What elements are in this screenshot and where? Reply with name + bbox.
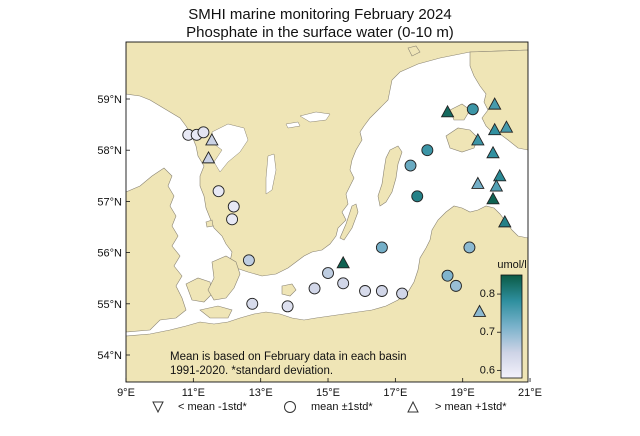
land-zealand xyxy=(207,255,241,301)
station-circle xyxy=(337,277,350,290)
lat-label: 57°N xyxy=(97,196,122,208)
land-bornholm xyxy=(281,283,297,297)
colorbar-title: umol/l xyxy=(497,259,526,271)
colorbar-tick-label: 0.7 xyxy=(480,326,495,338)
lake-vanern xyxy=(211,123,249,173)
land-hiiumaa xyxy=(449,103,471,121)
land-lolland xyxy=(199,305,233,319)
legend-within-label: mean ±1std* xyxy=(311,401,373,413)
station-triangle xyxy=(489,179,504,192)
lon-label: 13°E xyxy=(249,387,273,399)
map-title: SMHI marine monitoring February 2024 xyxy=(188,6,452,23)
map-note: Mean is based on February data in each b… xyxy=(170,350,407,378)
note-line-1: Mean is based on February data in each b… xyxy=(170,351,407,363)
legend-triangle-up-icon xyxy=(407,400,419,413)
station-triangle xyxy=(486,145,500,159)
station-triangle xyxy=(471,133,485,146)
station-circle xyxy=(322,267,334,280)
station-circle xyxy=(404,159,417,172)
station-circle xyxy=(466,103,479,116)
station-circle xyxy=(421,144,434,157)
station-circle xyxy=(375,241,388,254)
colorbar: umol/l 0.8 0.7 0.6 xyxy=(480,259,527,379)
basemap xyxy=(126,42,528,382)
station-circle xyxy=(281,300,294,313)
station-circle xyxy=(441,269,454,282)
station-triangle xyxy=(205,133,219,146)
lon-label: 11°E xyxy=(182,387,205,399)
lake-malaren xyxy=(299,111,331,123)
map-axes: 59°N 58°N 57°N 56°N 55°N 54°N 9°E 11°E 13°E 15°E 1… xyxy=(97,94,542,399)
station-triangle xyxy=(336,255,350,269)
station-circle xyxy=(226,213,239,226)
station-triangle xyxy=(487,97,502,110)
legend-above-label: > mean +1std* xyxy=(435,401,507,413)
land-aland xyxy=(407,45,421,57)
station-triangle xyxy=(499,120,514,133)
note-line-2: 1991-2020. *standard deviation. xyxy=(170,365,334,377)
lat-label: 54°N xyxy=(97,350,122,362)
station-circle xyxy=(411,190,424,203)
station-triangle xyxy=(201,150,216,164)
station-circle xyxy=(246,297,259,310)
station-triangle xyxy=(486,191,500,205)
lake-vattern xyxy=(265,153,277,195)
station-circle xyxy=(463,241,476,254)
station-circle xyxy=(242,254,255,267)
colorbar-scale xyxy=(500,274,523,379)
land-gotland xyxy=(377,145,403,207)
station-triangle xyxy=(440,104,455,118)
lat-label: 56°N xyxy=(97,248,122,260)
station-circle xyxy=(359,285,372,297)
station-circle xyxy=(450,279,462,292)
station-circle xyxy=(308,282,321,295)
station-triangle xyxy=(471,176,485,189)
station-markers xyxy=(182,97,514,317)
legend-circle-icon xyxy=(284,401,296,413)
legend-below-label: < mean -1std* xyxy=(178,401,247,413)
station-circle xyxy=(227,200,240,213)
station-circle xyxy=(212,185,225,198)
station-circle xyxy=(396,287,409,300)
lake-hjalmaren xyxy=(285,121,301,129)
colorbar-tick-label: 0.8 xyxy=(480,288,495,300)
lon-label: 15°E xyxy=(316,387,340,399)
station-circle xyxy=(375,285,388,297)
lon-label: 9°E xyxy=(117,387,135,399)
lon-label: 19°E xyxy=(451,387,475,399)
map-frame xyxy=(125,41,529,383)
station-triangle xyxy=(472,304,487,317)
station-circle xyxy=(197,126,210,139)
legend-triangle-down-icon xyxy=(152,401,164,414)
station-triangle xyxy=(498,214,512,228)
lon-label: 17°E xyxy=(383,387,407,399)
station-triangle xyxy=(487,122,502,136)
colorbar-ticks: 0.8 0.7 0.6 xyxy=(480,288,501,376)
land-estonia xyxy=(469,49,528,151)
land-oland xyxy=(339,203,359,241)
station-triangle xyxy=(492,168,507,182)
land-jutland xyxy=(126,167,187,333)
lat-label: 58°N xyxy=(97,145,122,157)
land-southern-coast xyxy=(126,205,528,382)
lat-label: 55°N xyxy=(97,299,122,311)
land-anholt xyxy=(205,219,214,228)
lat-label: 59°N xyxy=(97,94,122,106)
map-subtitle: Phosphate in the surface water (0-10 m) xyxy=(186,24,454,41)
colorbar-tick-label: 0.6 xyxy=(480,364,495,376)
lon-label: 21°E xyxy=(518,387,542,399)
